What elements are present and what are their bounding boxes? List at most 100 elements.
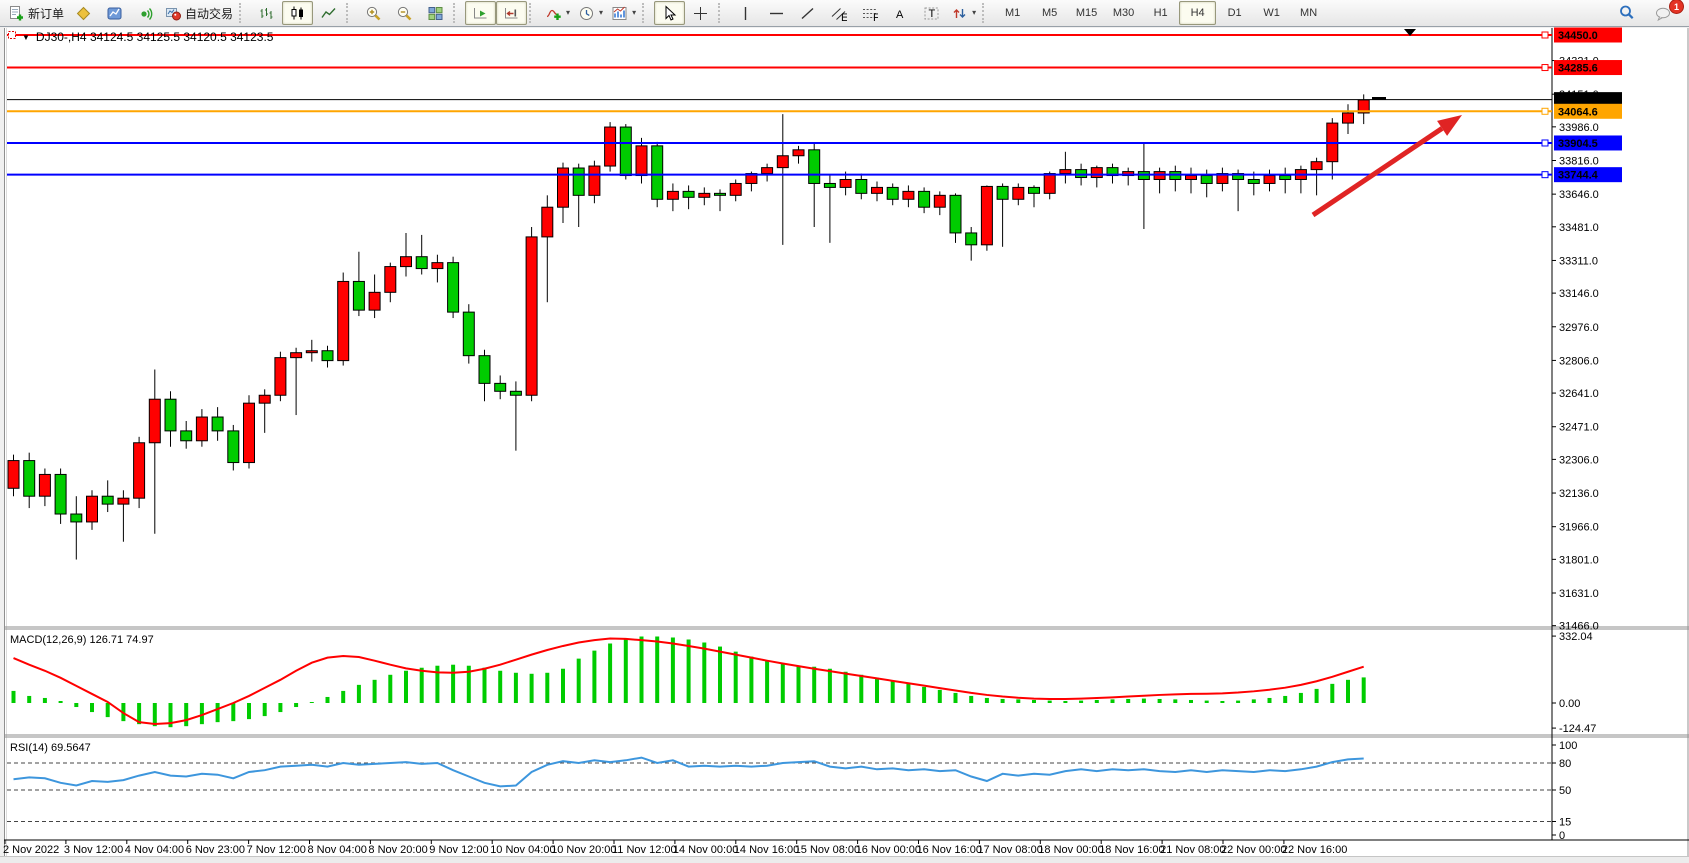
auto-trading-button[interactable]: 自动交易 bbox=[161, 1, 237, 25]
candlestick-chart-icon bbox=[291, 6, 304, 19]
svg-text:100: 100 bbox=[1559, 740, 1577, 752]
timeframe-M30[interactable]: M30 bbox=[1112, 7, 1135, 19]
rsi-label: RSI(14) 69.5647 bbox=[10, 742, 91, 754]
svg-text:A: A bbox=[896, 9, 904, 21]
svg-text:33646.0: 33646.0 bbox=[1559, 189, 1599, 201]
search-button[interactable] bbox=[1611, 1, 1642, 25]
indicators-icon bbox=[546, 9, 561, 20]
timeframe-H4[interactable]: H4 bbox=[1179, 1, 1217, 25]
bar-chart-icon bbox=[260, 7, 273, 19]
search-icon bbox=[1619, 5, 1633, 19]
svg-text:0.00: 0.00 bbox=[1559, 698, 1580, 710]
svg-text:18 Nov 00:00: 18 Nov 00:00 bbox=[1038, 844, 1103, 856]
timeframe-D1[interactable]: D1 bbox=[1227, 7, 1242, 19]
svg-text:21 Nov 08:00: 21 Nov 08:00 bbox=[1160, 844, 1225, 856]
svg-text:14 Nov 00:00: 14 Nov 00:00 bbox=[673, 844, 738, 856]
vertical-line-button[interactable] bbox=[730, 1, 761, 25]
chevron-down-icon: ▾ bbox=[632, 8, 637, 17]
svg-text:11 Nov 12:00: 11 Nov 12:00 bbox=[612, 844, 677, 856]
crosshair-button[interactable] bbox=[685, 1, 716, 25]
chart-background bbox=[4, 28, 1689, 857]
svg-text:10 Nov 20:00: 10 Nov 20:00 bbox=[551, 844, 616, 856]
zoom-out-icon bbox=[397, 6, 412, 20]
indicators-button[interactable]: ▾ bbox=[541, 1, 574, 25]
svg-text:6 Nov 23:00: 6 Nov 23:00 bbox=[186, 844, 245, 856]
auto-scroll-button[interactable] bbox=[465, 1, 497, 25]
trendline-button[interactable] bbox=[792, 1, 823, 25]
periods-button[interactable]: ▾ bbox=[574, 1, 607, 25]
sound-alerts-button[interactable] bbox=[130, 1, 161, 25]
horizontal-line-button[interactable] bbox=[761, 1, 792, 25]
svg-text:16 Nov 16:00: 16 Nov 16:00 bbox=[917, 844, 982, 856]
status-bar bbox=[0, 856, 1689, 863]
svg-text:22 Nov 00:00: 22 Nov 00:00 bbox=[1221, 844, 1286, 856]
svg-text:31466.0: 31466.0 bbox=[1559, 621, 1599, 633]
zoom-in-icon bbox=[366, 6, 381, 20]
auto-scroll-icon bbox=[474, 7, 487, 18]
cursor-button[interactable] bbox=[654, 1, 686, 25]
timeframe-W1[interactable]: W1 bbox=[1263, 7, 1280, 19]
svg-text:T: T bbox=[929, 8, 936, 20]
hline-33744.4[interactable]: 33744.4 bbox=[7, 167, 1622, 183]
svg-text:33816.0: 33816.0 bbox=[1559, 155, 1599, 167]
svg-text:32306.0: 32306.0 bbox=[1559, 454, 1599, 466]
chevron-down-icon: ▾ bbox=[972, 8, 977, 17]
new-order-button[interactable]: 新订单 bbox=[4, 1, 68, 25]
notification-badge: 1 bbox=[1669, 0, 1684, 14]
chart-shift-button[interactable] bbox=[496, 1, 528, 25]
timeframe-H1[interactable]: H1 bbox=[1153, 7, 1168, 19]
line-chart-button[interactable] bbox=[313, 1, 344, 25]
macd-label: MACD(12,26,9) 126.71 74.97 bbox=[10, 634, 154, 646]
zoom-out-button[interactable] bbox=[389, 1, 420, 25]
equidistant-channel-button[interactable]: E bbox=[823, 1, 854, 25]
tile-windows-button[interactable] bbox=[420, 1, 451, 25]
svg-text:E: E bbox=[841, 12, 847, 22]
templates-button[interactable]: ▾ bbox=[607, 1, 640, 25]
symbol-ohlc-label: DJ30-,H4 34124.5 34125.5 34120.5 34123.5 bbox=[35, 30, 274, 44]
svg-text:332.04: 332.04 bbox=[1559, 631, 1593, 643]
trend-arrow[interactable] bbox=[1311, 115, 1462, 218]
line-selection-handle[interactable] bbox=[8, 31, 16, 39]
svg-text:9 Nov 12:00: 9 Nov 12:00 bbox=[429, 844, 488, 856]
symbol-dropdown-icon[interactable]: ▼ bbox=[22, 32, 30, 42]
svg-text:F: F bbox=[873, 12, 878, 22]
chevron-down-icon: ▾ bbox=[599, 8, 604, 17]
text-label-button[interactable]: T bbox=[916, 1, 947, 25]
line-chart-icon bbox=[321, 7, 336, 18]
notifications-button[interactable]: 1 bbox=[1648, 0, 1684, 25]
notifications-icon bbox=[1656, 7, 1670, 22]
hline-34450.0[interactable]: 34450.0 bbox=[7, 27, 1622, 43]
timeframe-M1[interactable]: M1 bbox=[1004, 7, 1021, 19]
timeframe-M5[interactable]: M5 bbox=[1041, 7, 1058, 19]
toolbar-grip bbox=[718, 3, 726, 23]
svg-text:33146.0: 33146.0 bbox=[1559, 288, 1599, 300]
data-window-button[interactable] bbox=[99, 1, 130, 25]
chart-title: ▼ DJ30-,H4 34124.5 34125.5 34120.5 34123… bbox=[22, 30, 273, 44]
arrows-icon bbox=[953, 8, 966, 18]
toolbar-grip bbox=[982, 3, 990, 23]
bar-chart-button[interactable] bbox=[251, 1, 282, 25]
svg-text:-124.47: -124.47 bbox=[1559, 723, 1596, 735]
svg-text:8 Nov 04:00: 8 Nov 04:00 bbox=[308, 844, 367, 856]
timeframe-M15[interactable]: M15 bbox=[1075, 7, 1098, 19]
macd-signal-line bbox=[13, 637, 1365, 725]
fibonacci-button[interactable]: F bbox=[854, 1, 885, 25]
hline-34285.6[interactable]: 34285.6 bbox=[7, 60, 1622, 76]
timeframe-MN[interactable]: MN bbox=[1300, 7, 1318, 19]
hline-33904.5[interactable]: 33904.5 bbox=[7, 135, 1622, 151]
arrows-button[interactable]: ▾ bbox=[947, 1, 980, 25]
data-window-icon bbox=[107, 7, 122, 19]
candlestick-chart-button[interactable] bbox=[282, 1, 314, 25]
equidistant-channel-icon: E bbox=[831, 7, 847, 22]
text-button[interactable]: A bbox=[885, 1, 916, 25]
market-watch-button[interactable] bbox=[68, 1, 99, 25]
object-anchor-marker[interactable] bbox=[1404, 29, 1416, 36]
hline-34064.6[interactable]: 34064.6 bbox=[7, 103, 1622, 119]
svg-text:33986.0: 33986.0 bbox=[1559, 122, 1599, 134]
hline-34123.5[interactable]: 34123.5 bbox=[7, 92, 1622, 108]
svg-text:32976.0: 32976.0 bbox=[1559, 322, 1599, 334]
zoom-in-button[interactable] bbox=[358, 1, 389, 25]
new-order-label: 新订单 bbox=[28, 6, 65, 21]
chevron-down-icon: ▾ bbox=[566, 8, 571, 17]
